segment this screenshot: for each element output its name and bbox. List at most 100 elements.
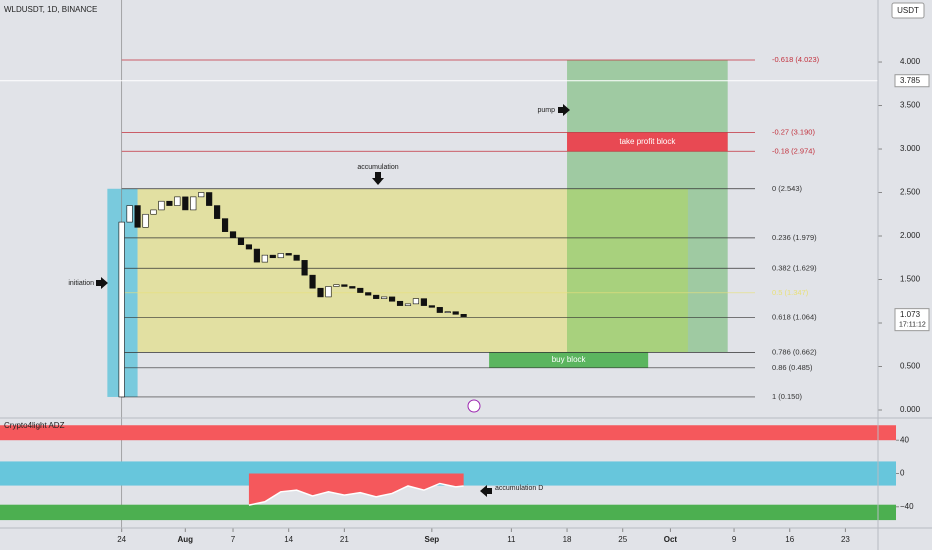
candle — [317, 287, 324, 298]
x-tick-label: Oct — [664, 535, 678, 544]
fib-label: 0.382 (1.629) — [772, 263, 817, 272]
y-tick-label: 3.000 — [900, 144, 921, 153]
candle — [221, 218, 229, 232]
zone-label: take profit block — [619, 137, 676, 146]
y-tick-label: 2.500 — [900, 188, 921, 197]
x-tick-label: 25 — [618, 535, 627, 544]
event-icon[interactable] — [467, 399, 481, 413]
last-price: 1.073 — [900, 310, 921, 319]
candle — [460, 314, 467, 317]
fib-label: 0.5 (1.347) — [772, 288, 809, 297]
x-tick-label: 11 — [507, 535, 516, 544]
candle — [357, 287, 364, 293]
candle — [198, 192, 205, 198]
fib-label: 0.86 (0.485) — [772, 363, 813, 372]
fib-label: -0.18 (2.974) — [772, 146, 815, 155]
candle — [150, 209, 157, 215]
candle — [293, 254, 300, 261]
last-price-box — [894, 308, 930, 332]
candle — [277, 253, 284, 259]
crosshair-label-box — [894, 74, 930, 88]
candle — [166, 200, 173, 206]
x-tick-label: 18 — [563, 535, 572, 544]
annotation: initiation — [68, 280, 94, 287]
x-tick-label: 16 — [785, 535, 794, 544]
candle — [309, 274, 316, 289]
candle — [245, 244, 253, 250]
x-tick-label: 9 — [732, 535, 737, 544]
currency-box — [891, 2, 925, 19]
candle — [373, 294, 380, 299]
candle — [301, 260, 308, 276]
zone-label: buy block — [552, 355, 587, 364]
fib-label: 0.236 (1.979) — [772, 233, 817, 242]
candle — [206, 192, 213, 206]
indicator-tick-label: −40 — [900, 502, 914, 511]
candle — [404, 303, 412, 306]
zone-box — [567, 132, 728, 152]
zone-box — [567, 188, 688, 353]
fib-label: 0.786 (0.662) — [772, 347, 817, 356]
fib-label: 0.618 (1.064) — [772, 312, 817, 321]
indicator-tick-label: 40 — [900, 435, 909, 444]
arrow — [372, 172, 384, 185]
fib-label: -0.27 (3.190) — [772, 127, 815, 136]
x-tick-label: 23 — [841, 535, 850, 544]
currency: USDT — [897, 6, 919, 15]
candle — [253, 248, 260, 263]
y-tick-label: 4.000 — [900, 57, 921, 66]
candle — [237, 237, 245, 246]
candle — [229, 231, 237, 239]
candle — [325, 286, 332, 298]
candle — [134, 205, 141, 228]
x-tick-label: 24 — [117, 535, 126, 544]
candle — [365, 292, 372, 296]
candle — [190, 196, 197, 211]
candle — [349, 286, 356, 289]
x-tick-label: 21 — [340, 535, 349, 544]
indicator-tick-label: 0 — [900, 469, 905, 478]
arrow — [96, 277, 108, 289]
countdown: 17:11:12 — [899, 321, 926, 328]
indicator-band — [0, 504, 896, 521]
annotation: pump — [537, 107, 555, 114]
indicator-area — [248, 473, 464, 506]
candle — [174, 196, 181, 206]
candle — [381, 296, 388, 299]
candle — [126, 205, 133, 223]
candle — [388, 296, 396, 302]
candle — [420, 298, 427, 306]
y-tick-label: 3.500 — [900, 101, 921, 110]
candle — [214, 205, 221, 219]
candle — [118, 221, 125, 398]
x-tick-label: Aug — [178, 535, 194, 544]
crosshair-label: 3.785 — [900, 76, 921, 85]
arrow — [480, 485, 492, 497]
candle — [261, 254, 268, 263]
candle — [341, 284, 348, 287]
candle — [142, 213, 149, 228]
indicator-name: Crypto4light ADZ — [4, 421, 65, 430]
candle — [412, 298, 420, 305]
arrow — [558, 104, 570, 116]
fib-label: -0.618 (4.023) — [772, 55, 820, 64]
y-tick-label: 2.000 — [900, 231, 921, 240]
x-tick-label: 7 — [231, 535, 236, 544]
chart-title: WLDUSDT, 1D, BINANCE — [4, 5, 97, 14]
x-tick-label: 14 — [284, 535, 293, 544]
x-tick-label: Sep — [425, 535, 440, 544]
candle — [285, 253, 292, 256]
candle — [428, 305, 435, 308]
candle — [333, 284, 340, 287]
y-tick-label: 0.000 — [900, 405, 921, 414]
indicator-line — [248, 482, 464, 506]
annotation: accumulation D — [495, 485, 543, 492]
candle — [158, 200, 165, 211]
candle — [452, 311, 459, 315]
candle — [182, 196, 189, 211]
fib-label: 1 (0.150) — [772, 392, 803, 401]
candle — [396, 300, 404, 306]
annotation: accumulation — [357, 164, 398, 171]
candle — [436, 307, 443, 313]
